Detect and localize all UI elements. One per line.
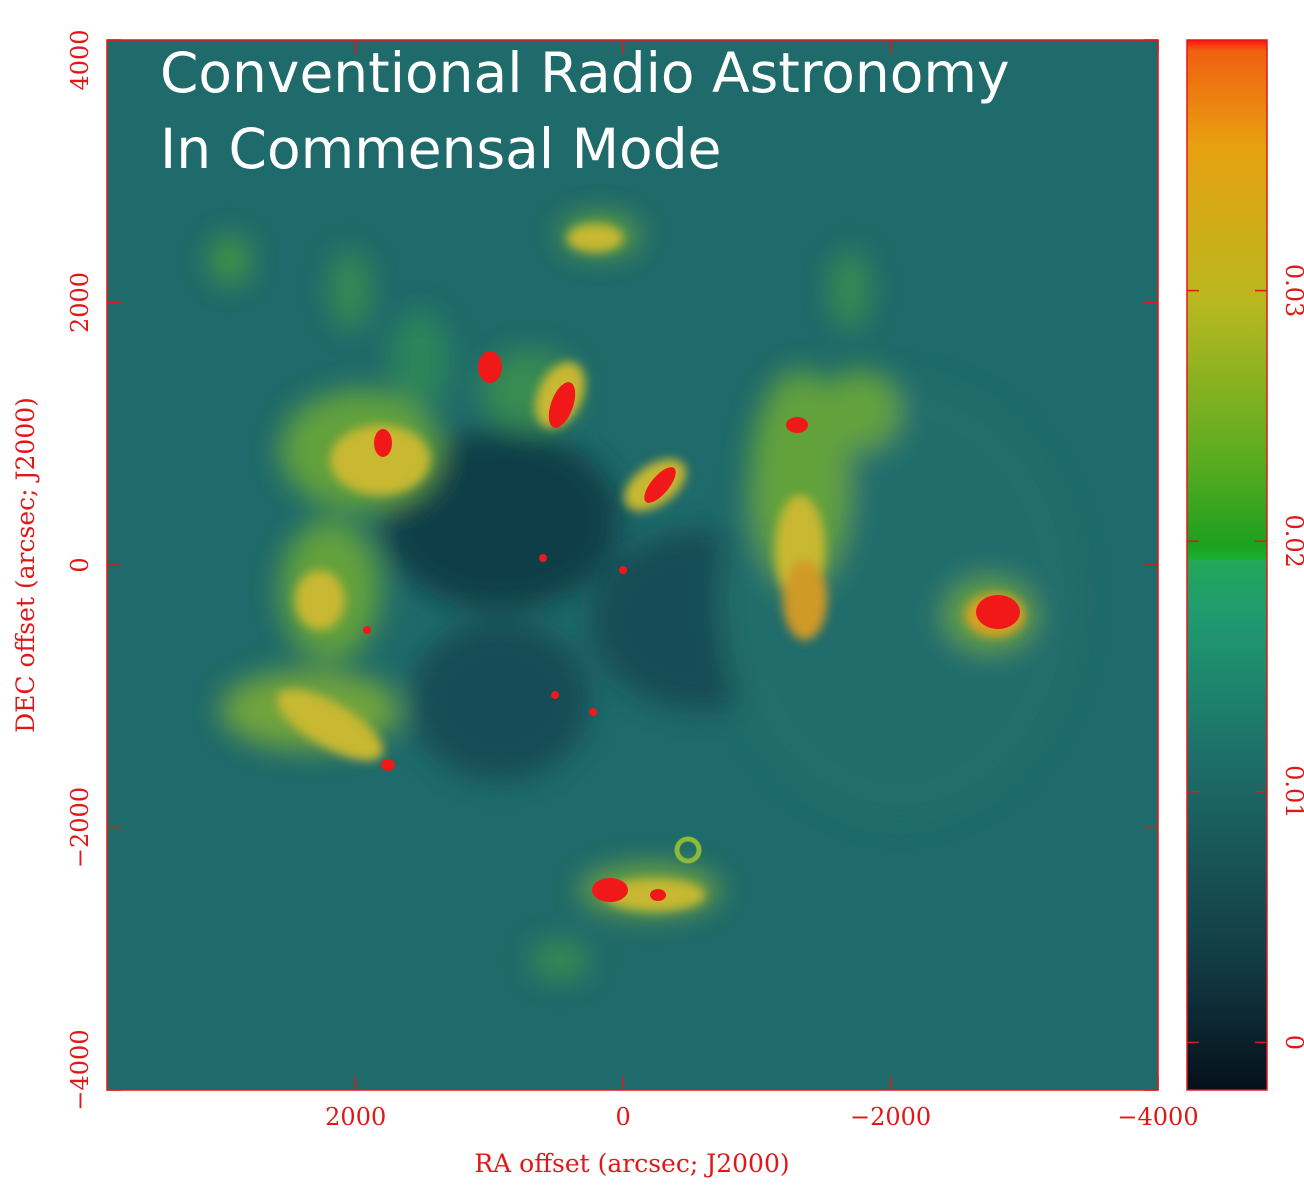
x-tick-label: −4000 bbox=[1117, 1103, 1198, 1131]
x-tick-label: −2000 bbox=[850, 1103, 931, 1131]
x-tick-label: 0 bbox=[615, 1103, 630, 1131]
x-tick-label: 2000 bbox=[325, 1103, 386, 1131]
title-line: In Commensal Mode bbox=[160, 117, 721, 181]
chart: Conventional Radio Astronomy In Commensa… bbox=[0, 0, 1304, 1187]
colorbar bbox=[1187, 40, 1267, 1090]
y-tick-label: 2000 bbox=[66, 272, 94, 333]
y-tick-label: 4000 bbox=[66, 29, 94, 90]
y-tick-label: 0 bbox=[66, 557, 94, 572]
y-tick-label: −4000 bbox=[66, 1029, 94, 1110]
colorbar-tick-label: 0.01 bbox=[1280, 765, 1304, 818]
y-axis-label: DEC offset (arcsec; J2000) bbox=[11, 397, 40, 733]
x-axis-label: RA offset (arcsec; J2000) bbox=[474, 1149, 789, 1178]
colorbar-tick-label: 0.02 bbox=[1280, 514, 1304, 567]
colorbar-tick-label: 0 bbox=[1280, 1035, 1304, 1050]
radio-image bbox=[107, 40, 1158, 1090]
y-tick-label: −2000 bbox=[66, 787, 94, 868]
title-line: Conventional Radio Astronomy bbox=[160, 41, 1010, 105]
colorbar-tick-label: 0.03 bbox=[1280, 264, 1304, 317]
